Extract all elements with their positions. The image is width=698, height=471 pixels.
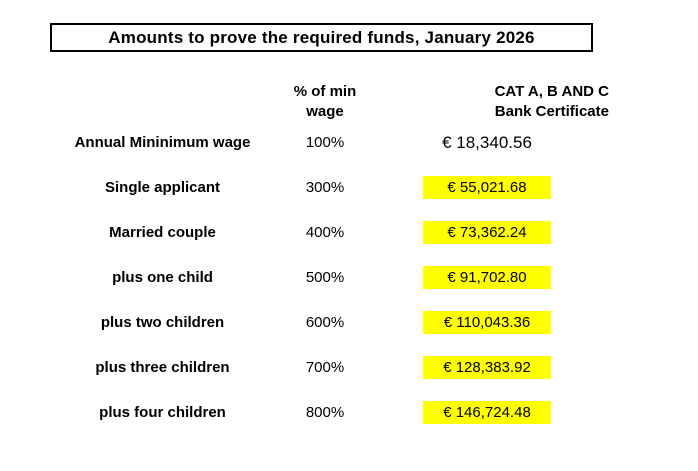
- row-amount: € 55,021.68: [365, 165, 609, 210]
- col-header-percent: % of min wage: [293, 82, 357, 120]
- page-title: Amounts to prove the required funds, Jan…: [108, 27, 535, 47]
- row-percent: 100%: [305, 134, 345, 151]
- amount-highlight: € 55,021.68: [423, 176, 551, 199]
- row-label: plus two children: [100, 314, 225, 331]
- row-amount: € 146,724.48: [365, 390, 609, 435]
- row-label: Single applicant: [104, 179, 221, 196]
- row-label: plus one child: [112, 269, 213, 286]
- funds-table: % of min wage CAT A, B AND C Bank Certif…: [40, 75, 609, 435]
- row-label: plus four children: [99, 404, 226, 421]
- row-label: plus three children: [95, 359, 230, 376]
- col-header-certificate-line1: CAT A, B AND C: [494, 82, 609, 100]
- row-percent: 700%: [305, 359, 345, 376]
- amount-plain: € 18,340.56: [442, 132, 532, 152]
- row-percent: 800%: [305, 404, 345, 421]
- amount-highlight: € 128,383.92: [423, 356, 551, 379]
- row-amount: € 110,043.36: [365, 300, 609, 345]
- amount-highlight: € 91,702.80: [423, 266, 551, 289]
- row-label: Annual Mininimum wage: [74, 134, 251, 151]
- title-box: Amounts to prove the required funds, Jan…: [50, 23, 593, 52]
- col-header-certificate: CAT A, B AND C Bank Certificate: [365, 75, 609, 136]
- row-amount: € 91,702.80: [365, 255, 609, 300]
- col-header-certificate-line2: Bank Certificate: [494, 102, 609, 120]
- amount-highlight: € 110,043.36: [423, 311, 551, 334]
- amount-highlight: € 73,362.24: [423, 221, 551, 244]
- row-percent: 500%: [305, 269, 345, 286]
- row-label: Married couple: [109, 224, 216, 241]
- amount-highlight: € 146,724.48: [423, 401, 551, 424]
- row-percent: 400%: [305, 224, 345, 241]
- row-percent: 300%: [305, 179, 345, 196]
- row-amount: € 73,362.24: [365, 210, 609, 255]
- row-amount: € 128,383.92: [365, 345, 609, 390]
- row-percent: 600%: [305, 314, 345, 331]
- row-amount: € 18,340.56: [365, 120, 609, 165]
